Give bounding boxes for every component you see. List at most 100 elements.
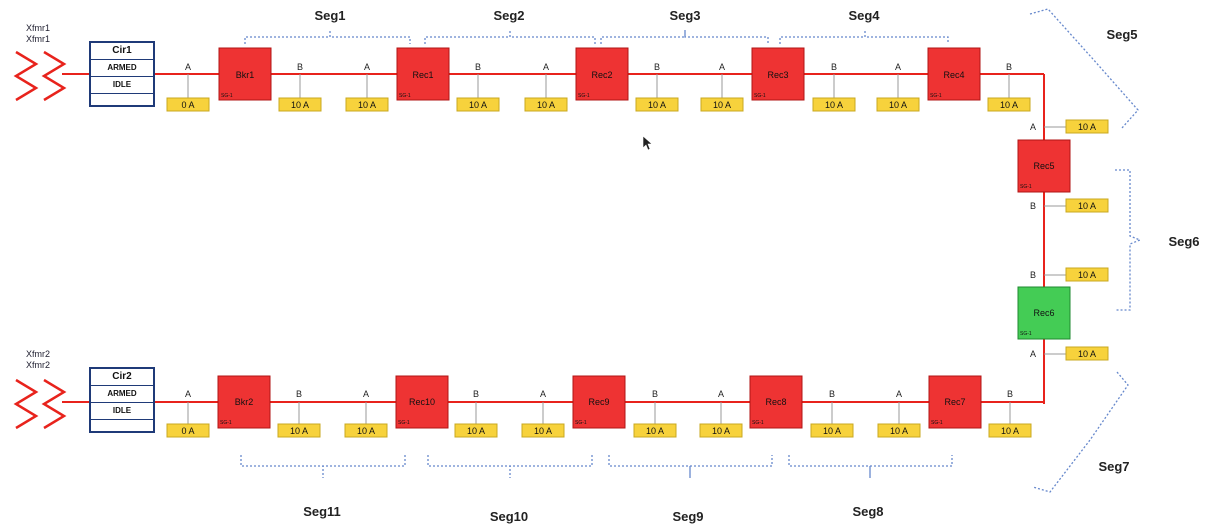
device-tag: SG-1: [575, 420, 587, 426]
device-box: [218, 47, 272, 101]
segment-label-seg8: Seg8: [852, 504, 883, 519]
feeder-lines: [62, 73, 1045, 404]
device-rec10[interactable]: Rec10 SG-1: [395, 375, 449, 429]
device-rec3[interactable]: Rec3 SG-1: [751, 47, 805, 101]
meter-reading: 10 A: [648, 100, 666, 110]
meter-box[interactable]: [1065, 346, 1109, 361]
brace-seg7: [1032, 371, 1129, 493]
meter-box[interactable]: [988, 423, 1032, 438]
meter-side-label: B: [296, 389, 302, 399]
meter-box[interactable]: [166, 423, 210, 438]
meter-box[interactable]: [633, 423, 677, 438]
meter-reading: 10 A: [537, 100, 555, 110]
xfmr1-icon: [13, 50, 67, 102]
device-label: Rec4: [943, 70, 964, 80]
device-tag: SG-1: [578, 93, 590, 99]
device-label: Bkr2: [235, 397, 254, 407]
device-label: Rec2: [591, 70, 612, 80]
device-rec6[interactable]: Rec6 SG-1: [1017, 286, 1071, 340]
meter-box[interactable]: [1065, 267, 1109, 282]
device-rec8[interactable]: Rec8 SG-1: [749, 375, 803, 429]
meter-bottom-7: B 10 A: [810, 389, 854, 438]
meter-reading: 10 A: [534, 426, 552, 436]
meter-reading: 10 A: [1078, 122, 1096, 132]
meter-top-5: B 10 A: [635, 62, 679, 112]
segment-label-seg10: Seg10: [490, 509, 528, 524]
device-rec9[interactable]: Rec9 SG-1: [572, 375, 626, 429]
brace-seg2: [424, 30, 596, 44]
meter-side-label: A: [896, 389, 902, 399]
meter-box[interactable]: [524, 97, 568, 112]
device-label: Rec5: [1033, 161, 1054, 171]
meter-box[interactable]: [456, 97, 500, 112]
meter-box[interactable]: [1065, 119, 1109, 134]
meter-box[interactable]: [635, 97, 679, 112]
meter-top-1: B 10 A: [278, 62, 322, 112]
meter-side-label: A: [719, 62, 725, 72]
meter-box[interactable]: [521, 423, 565, 438]
meter-box[interactable]: [166, 97, 210, 112]
device-box: [575, 47, 629, 101]
circuit-box-cir2[interactable]: Cir2 ARMED IDLE: [89, 367, 155, 433]
xfmr1-label-2: Xfmr1: [26, 34, 50, 44]
circuit-name: Cir1: [91, 43, 153, 60]
meter-box[interactable]: [877, 423, 921, 438]
meter-reading: 10 A: [890, 426, 908, 436]
device-box: [1017, 286, 1071, 340]
xfmr1-label-1: Xfmr1: [26, 23, 50, 33]
meter-side-label: A: [185, 389, 191, 399]
device-label: Rec9: [588, 397, 609, 407]
device-tag: SG-1: [752, 420, 764, 426]
meter-box[interactable]: [987, 97, 1031, 112]
meter-reading: 10 A: [825, 100, 843, 110]
meter-side-label: B: [1007, 389, 1013, 399]
circuit-name: Cir2: [91, 369, 153, 386]
meter-box[interactable]: [454, 423, 498, 438]
meter-top-2: A 10 A: [345, 62, 389, 112]
meter-side-label: A: [364, 62, 370, 72]
device-rec5[interactable]: Rec5 SG-1: [1017, 139, 1071, 193]
meter-bottom-9: B 10 A: [988, 389, 1032, 438]
meter-top-6: A 10 A: [700, 62, 744, 112]
meter-side-label: B: [829, 389, 835, 399]
meter-box[interactable]: [810, 423, 854, 438]
segment-labels: Seg1 Seg2 Seg3 Seg4 Seg5 Seg6 Seg7 Seg8 …: [303, 8, 1199, 524]
meter-box[interactable]: [700, 97, 744, 112]
device-bkr1[interactable]: Bkr1 SG-1: [218, 47, 272, 101]
brace-seg9: [608, 455, 773, 478]
meter-box[interactable]: [1065, 198, 1109, 213]
meter-reading: 10 A: [290, 426, 308, 436]
meter-reading: 10 A: [469, 100, 487, 110]
circuit-box-cir1[interactable]: Cir1 ARMED IDLE: [89, 41, 155, 107]
meter-right-2: B 10 A: [1030, 267, 1109, 282]
meter-box[interactable]: [278, 97, 322, 112]
meter-box[interactable]: [277, 423, 321, 438]
meter-reading: 10 A: [357, 426, 375, 436]
device-rec7[interactable]: Rec7 SG-1: [928, 375, 982, 429]
meter-bottom-0: A 0 A: [166, 389, 210, 438]
brace-seg4: [779, 30, 949, 44]
device-tag: SG-1: [754, 93, 766, 99]
device-rec1[interactable]: Rec1 SG-1: [396, 47, 450, 101]
meter-right-3: A 10 A: [1030, 346, 1109, 361]
device-bkr2[interactable]: Bkr2 SG-1: [217, 375, 271, 429]
meter-box[interactable]: [876, 97, 920, 112]
segment-label-seg2: Seg2: [493, 8, 524, 23]
device-tag: SG-1: [931, 420, 943, 426]
device-tag: SG-1: [220, 420, 232, 426]
xfmr2-label-1: Xfmr2: [26, 349, 50, 359]
segment-label-seg11: Seg11: [303, 504, 341, 519]
meter-box[interactable]: [699, 423, 743, 438]
meter-reading: 10 A: [1078, 349, 1096, 359]
brace-seg10: [427, 455, 593, 478]
device-label: Rec7: [944, 397, 965, 407]
meter-box[interactable]: [345, 97, 389, 112]
meter-top-9: B 10 A: [987, 62, 1031, 112]
device-rec2[interactable]: Rec2 SG-1: [575, 47, 629, 101]
meter-box[interactable]: [344, 423, 388, 438]
meter-box[interactable]: [812, 97, 856, 112]
device-rec4[interactable]: Rec4 SG-1: [927, 47, 981, 101]
meter-right-1: B 10 A: [1030, 198, 1109, 213]
meter-bottom-6: A 10 A: [699, 389, 743, 438]
